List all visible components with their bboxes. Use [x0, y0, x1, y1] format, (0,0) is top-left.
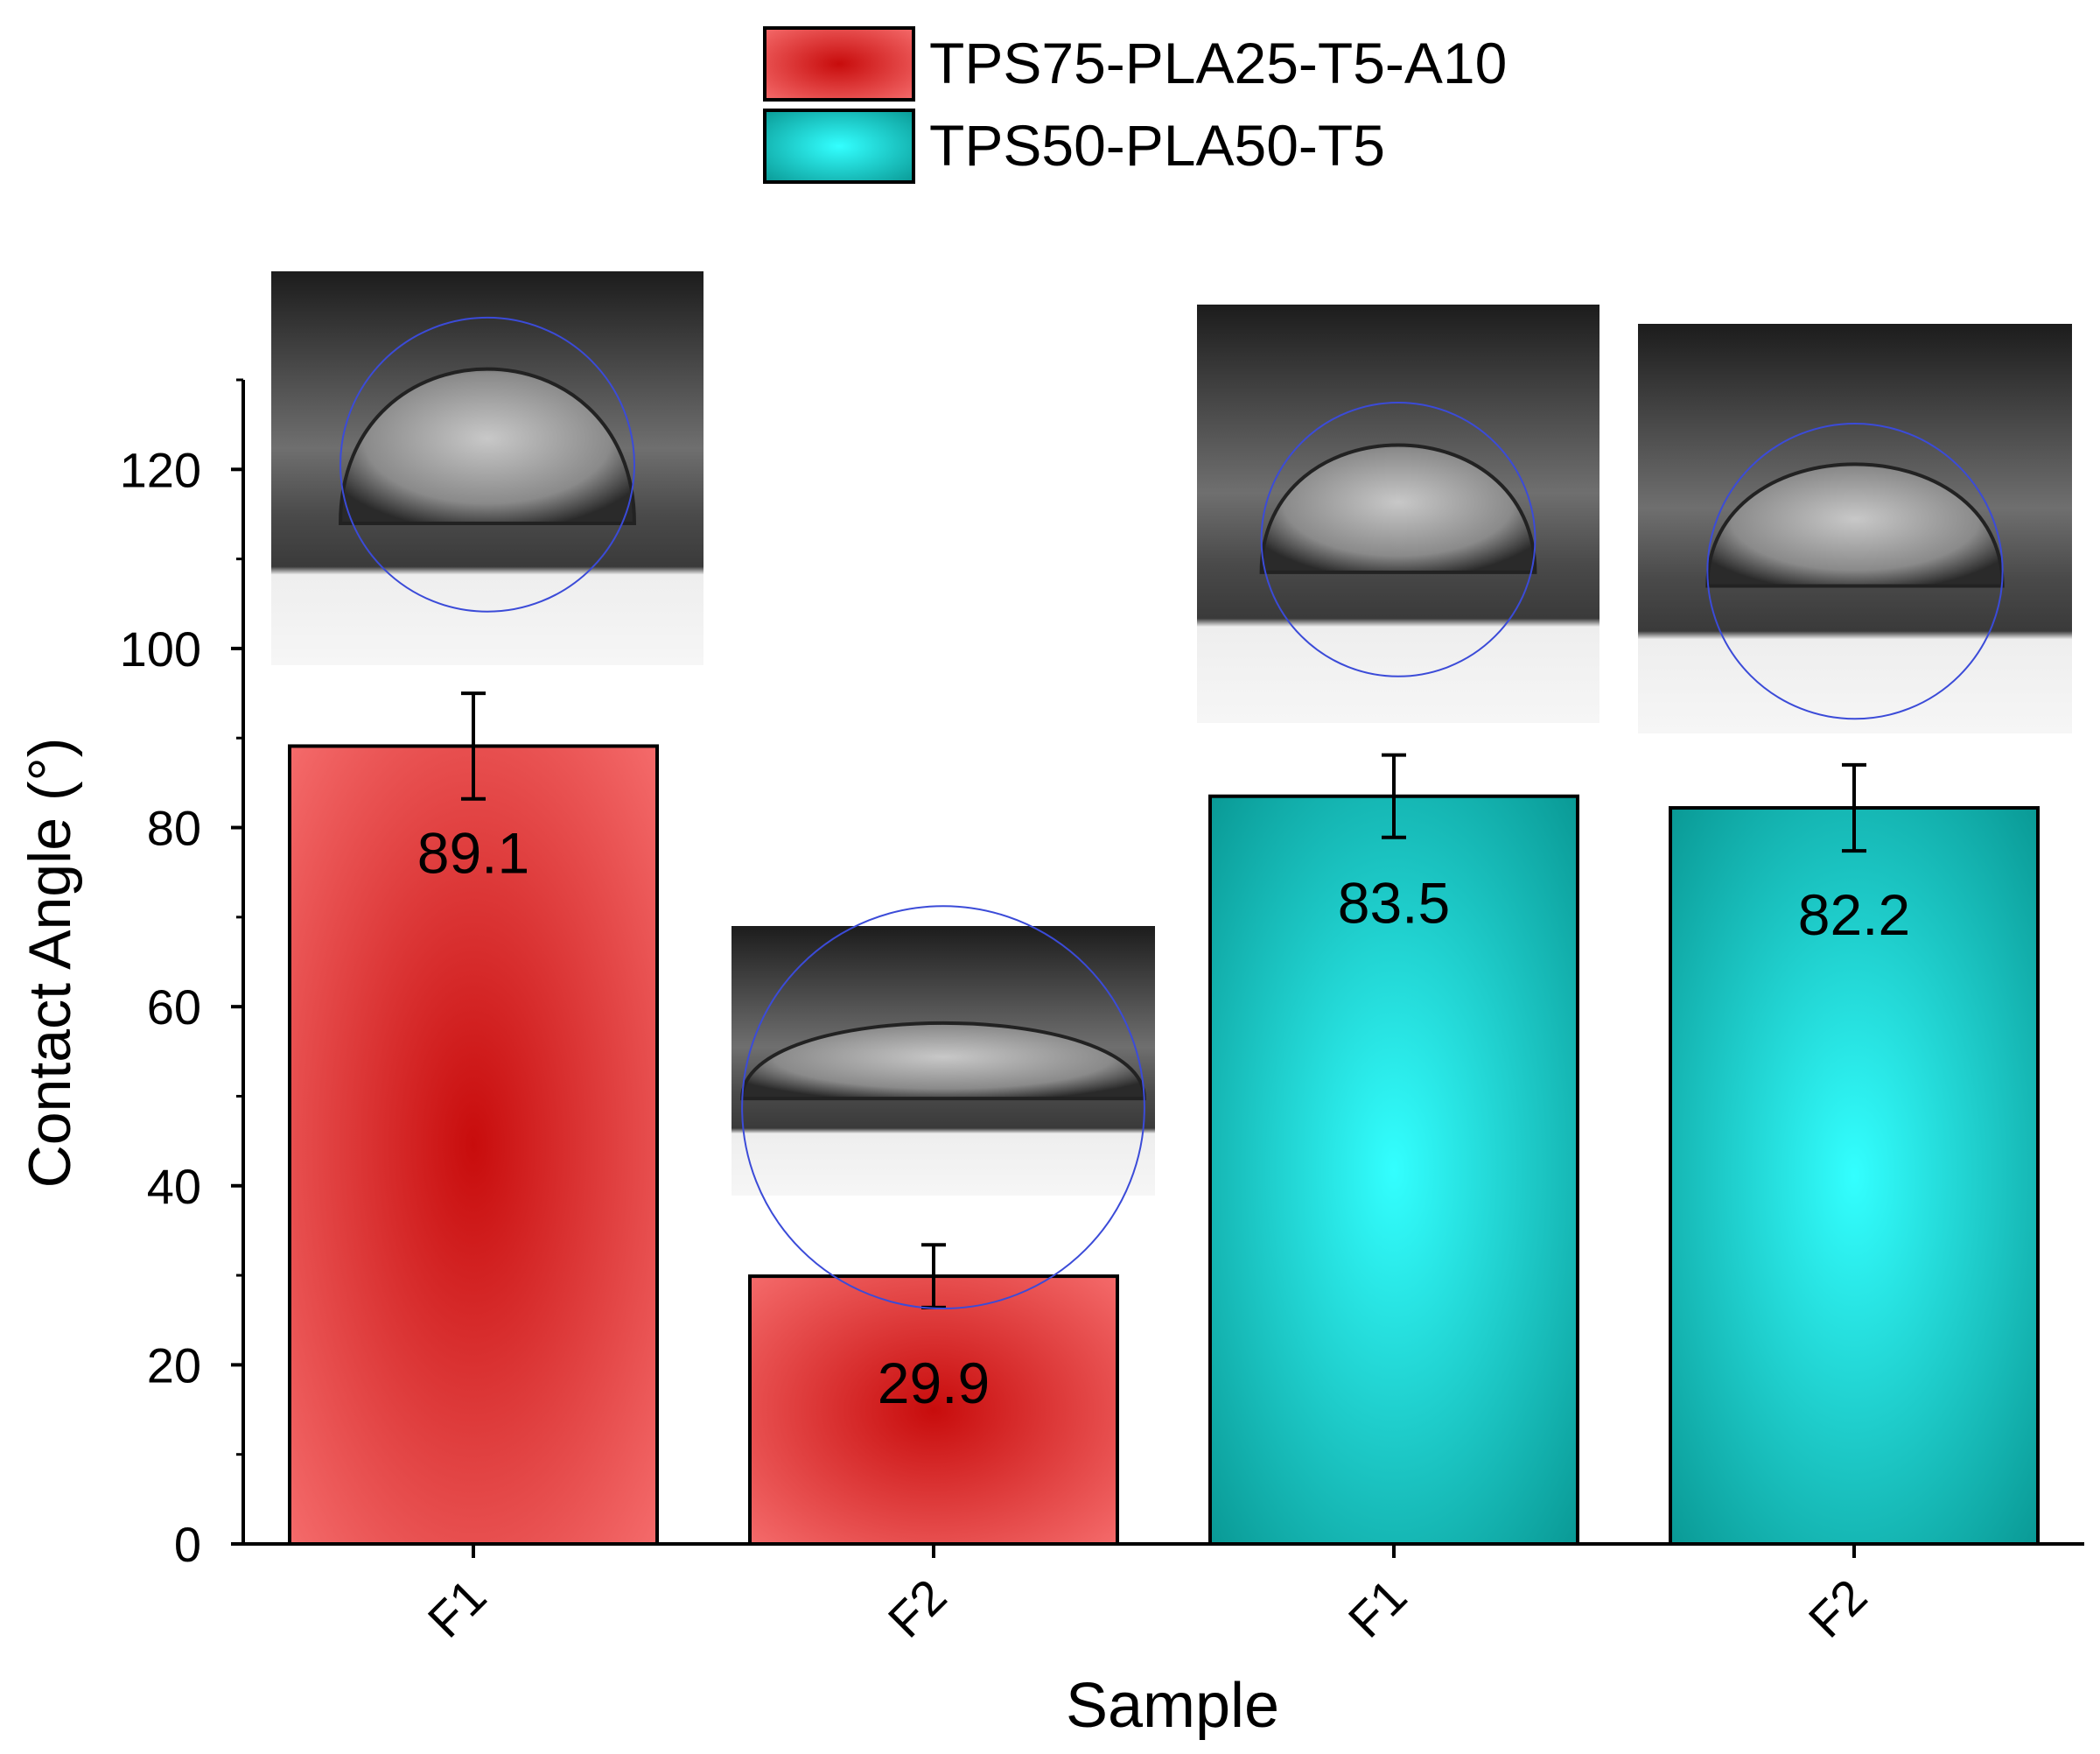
x-tick-label: F2 — [878, 1568, 957, 1648]
x-axis-title: Sample — [1066, 1671, 1279, 1741]
bar — [1669, 806, 2040, 1546]
y-tick-label: 0 — [174, 1517, 201, 1572]
droplet-inset-image — [1638, 324, 2072, 733]
x-tick-label: F1 — [1338, 1568, 1418, 1648]
data-label: 82.2 — [1798, 882, 1910, 947]
legend-swatch-series-2 — [763, 109, 915, 184]
droplet-inset-image — [1197, 305, 1600, 723]
y-axis-title: Contact Angle (°) — [17, 738, 83, 1189]
x-tick-label: F1 — [417, 1568, 497, 1648]
droplet-inset-image — [732, 905, 1155, 1310]
y-tick-label: 80 — [147, 801, 201, 856]
data-label: 83.5 — [1338, 871, 1450, 936]
legend-label-series-1: TPS75-PLA25-T5-A10 — [929, 31, 1507, 95]
y-tick-label: 120 — [120, 442, 201, 497]
y-tick-label: 20 — [147, 1337, 201, 1393]
bar — [1208, 794, 1579, 1546]
droplet-inset-image — [271, 271, 704, 665]
y-tick-label: 60 — [147, 979, 201, 1035]
data-label: 29.9 — [878, 1351, 990, 1415]
x-tick-label: F2 — [1798, 1568, 1878, 1648]
droplet-insets — [271, 271, 2072, 1310]
legend-item-series-2: TPS50-PLA50-T5 — [763, 109, 1385, 184]
bar — [288, 744, 659, 1546]
bar — [748, 1274, 1119, 1546]
legend: TPS75-PLA25-T5-A10 TPS50-PLA50-T5 — [763, 26, 1507, 184]
legend-swatch-series-1 — [763, 26, 915, 102]
y-ticks: 0 20 40 60 80 100 120 — [120, 378, 243, 1572]
x-ticks: F1 F2 F1 F2 — [417, 1544, 1878, 1648]
bars: 89.1 29.9 83.5 82.2 — [288, 691, 2040, 1546]
legend-item-series-1: TPS75-PLA25-T5-A10 — [763, 26, 1507, 102]
legend-label-series-2: TPS50-PLA50-T5 — [929, 113, 1385, 178]
data-label: 89.1 — [417, 820, 529, 885]
y-tick-label: 100 — [120, 621, 201, 677]
y-tick-label: 40 — [147, 1159, 201, 1214]
